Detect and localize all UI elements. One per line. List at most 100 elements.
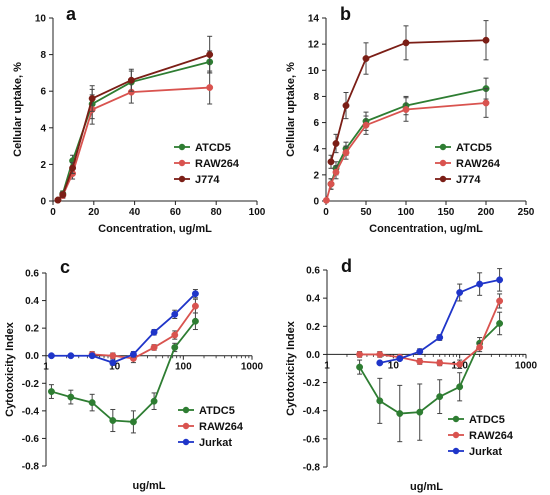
data-point xyxy=(436,334,444,341)
panel-label: d xyxy=(341,256,352,276)
panel-c: -0.8 -0.6 -0.4 -0.2 0.0 0.2 0.4 0.6 1 10 100 1000 ug… xyxy=(4,257,264,492)
data-point xyxy=(171,343,179,351)
y-tick-label: 4 xyxy=(313,144,319,155)
data-point xyxy=(476,343,484,351)
data-point xyxy=(416,358,424,365)
x-tick-label: 0 xyxy=(323,207,329,218)
series-raw264 xyxy=(88,298,199,364)
panel-label: b xyxy=(340,4,351,24)
y-tick-label: 0.6 xyxy=(25,269,39,280)
legend-entry: RAW264 xyxy=(435,158,501,170)
data-point xyxy=(327,158,335,166)
legend-marker xyxy=(178,143,186,151)
y-tick-label: -0.2 xyxy=(22,379,40,390)
legend-marker xyxy=(182,422,190,430)
y-tick-label: 6 xyxy=(313,118,319,129)
x-axis-label: ug/mL xyxy=(410,481,443,493)
data-point xyxy=(396,355,404,363)
y-tick-label: 8 xyxy=(313,92,319,103)
series-raw264 xyxy=(322,88,490,204)
y-tick-label: 2 xyxy=(313,170,319,181)
y-tick-label: -0.4 xyxy=(303,406,321,417)
data-point xyxy=(67,352,75,360)
y-tick-label: 0 xyxy=(40,197,46,208)
data-point xyxy=(416,408,424,416)
data-point xyxy=(496,276,504,284)
legend-label: ATDC5 xyxy=(469,414,505,426)
legend-label: Jurkat xyxy=(199,437,232,449)
data-point xyxy=(150,343,158,351)
data-point xyxy=(206,84,214,91)
data-point xyxy=(356,350,364,358)
y-tick-label: 0.2 xyxy=(25,324,39,335)
x-tick-label: 1 xyxy=(43,362,49,373)
series-line xyxy=(57,86,210,201)
legend-marker xyxy=(182,438,190,446)
y-tick-label: 0.4 xyxy=(306,294,320,305)
x-tick-label: 1000 xyxy=(515,360,538,371)
data-point xyxy=(206,51,214,59)
legend-entry: RAW264 xyxy=(448,430,514,442)
data-point xyxy=(402,106,410,113)
legend-entry: RAW264 xyxy=(174,158,240,170)
y-tick-label: -0.6 xyxy=(303,434,321,445)
y-tick-label: -0.6 xyxy=(22,434,40,445)
legend-label: Jurkat xyxy=(469,446,502,458)
x-tick-label: 250 xyxy=(518,207,535,218)
series-line xyxy=(379,278,500,364)
y-tick-label: 0.0 xyxy=(306,350,320,361)
data-point xyxy=(482,36,490,44)
y-tick-label: 8 xyxy=(40,50,46,61)
y-tick-label: 12 xyxy=(308,40,320,51)
data-point xyxy=(322,196,330,204)
series-atdc5 xyxy=(47,312,199,434)
data-point xyxy=(396,410,404,417)
x-tick-label: 40 xyxy=(129,207,141,218)
data-point xyxy=(327,180,335,188)
legend-marker xyxy=(452,431,460,439)
series-line xyxy=(51,293,197,364)
y-axis-label: Cellular uptake, % xyxy=(12,62,24,157)
data-point xyxy=(47,388,55,396)
data-point xyxy=(191,317,199,325)
x-tick-label: 100 xyxy=(398,207,415,218)
data-point xyxy=(150,328,158,336)
data-point xyxy=(402,39,410,47)
legend-marker xyxy=(182,406,190,414)
y-tick-label: 4 xyxy=(40,123,46,134)
x-tick-label: 20 xyxy=(88,207,100,218)
data-point xyxy=(150,397,158,405)
y-tick-label: 0.6 xyxy=(306,266,320,277)
data-point xyxy=(109,359,117,367)
legend-marker xyxy=(439,143,447,151)
y-tick-label: 2 xyxy=(40,160,46,171)
legend-label: RAW264 xyxy=(195,158,240,170)
data-point xyxy=(191,290,199,298)
series-atcd5 xyxy=(327,77,490,190)
legend-marker xyxy=(452,447,460,455)
legend-entry: Jurkat xyxy=(448,446,502,458)
data-point xyxy=(496,297,504,305)
y-tick-label: -0.2 xyxy=(303,378,321,389)
data-point xyxy=(456,360,464,368)
data-point xyxy=(332,168,340,176)
series-atcd5 xyxy=(54,50,214,204)
data-point xyxy=(416,348,424,356)
data-point xyxy=(88,95,96,102)
data-point xyxy=(129,418,137,426)
data-point xyxy=(67,393,75,401)
legend-entry: ATCD5 xyxy=(435,142,492,154)
y-axis-label: Cellular uptake, % xyxy=(285,62,297,157)
y-tick-label: 6 xyxy=(40,87,46,98)
y-tick-label: 14 xyxy=(308,14,320,25)
legend-entry: RAW264 xyxy=(178,421,244,433)
legend-label: RAW264 xyxy=(469,430,514,442)
y-tick-label: 0.4 xyxy=(25,296,39,307)
data-point xyxy=(376,350,384,358)
x-tick-label: 10 xyxy=(109,362,121,373)
data-point xyxy=(109,417,117,424)
panel-label: a xyxy=(66,4,77,24)
x-tick-label: 150 xyxy=(438,207,455,218)
data-point xyxy=(496,320,504,327)
legend-entry: ATCD5 xyxy=(174,142,231,154)
